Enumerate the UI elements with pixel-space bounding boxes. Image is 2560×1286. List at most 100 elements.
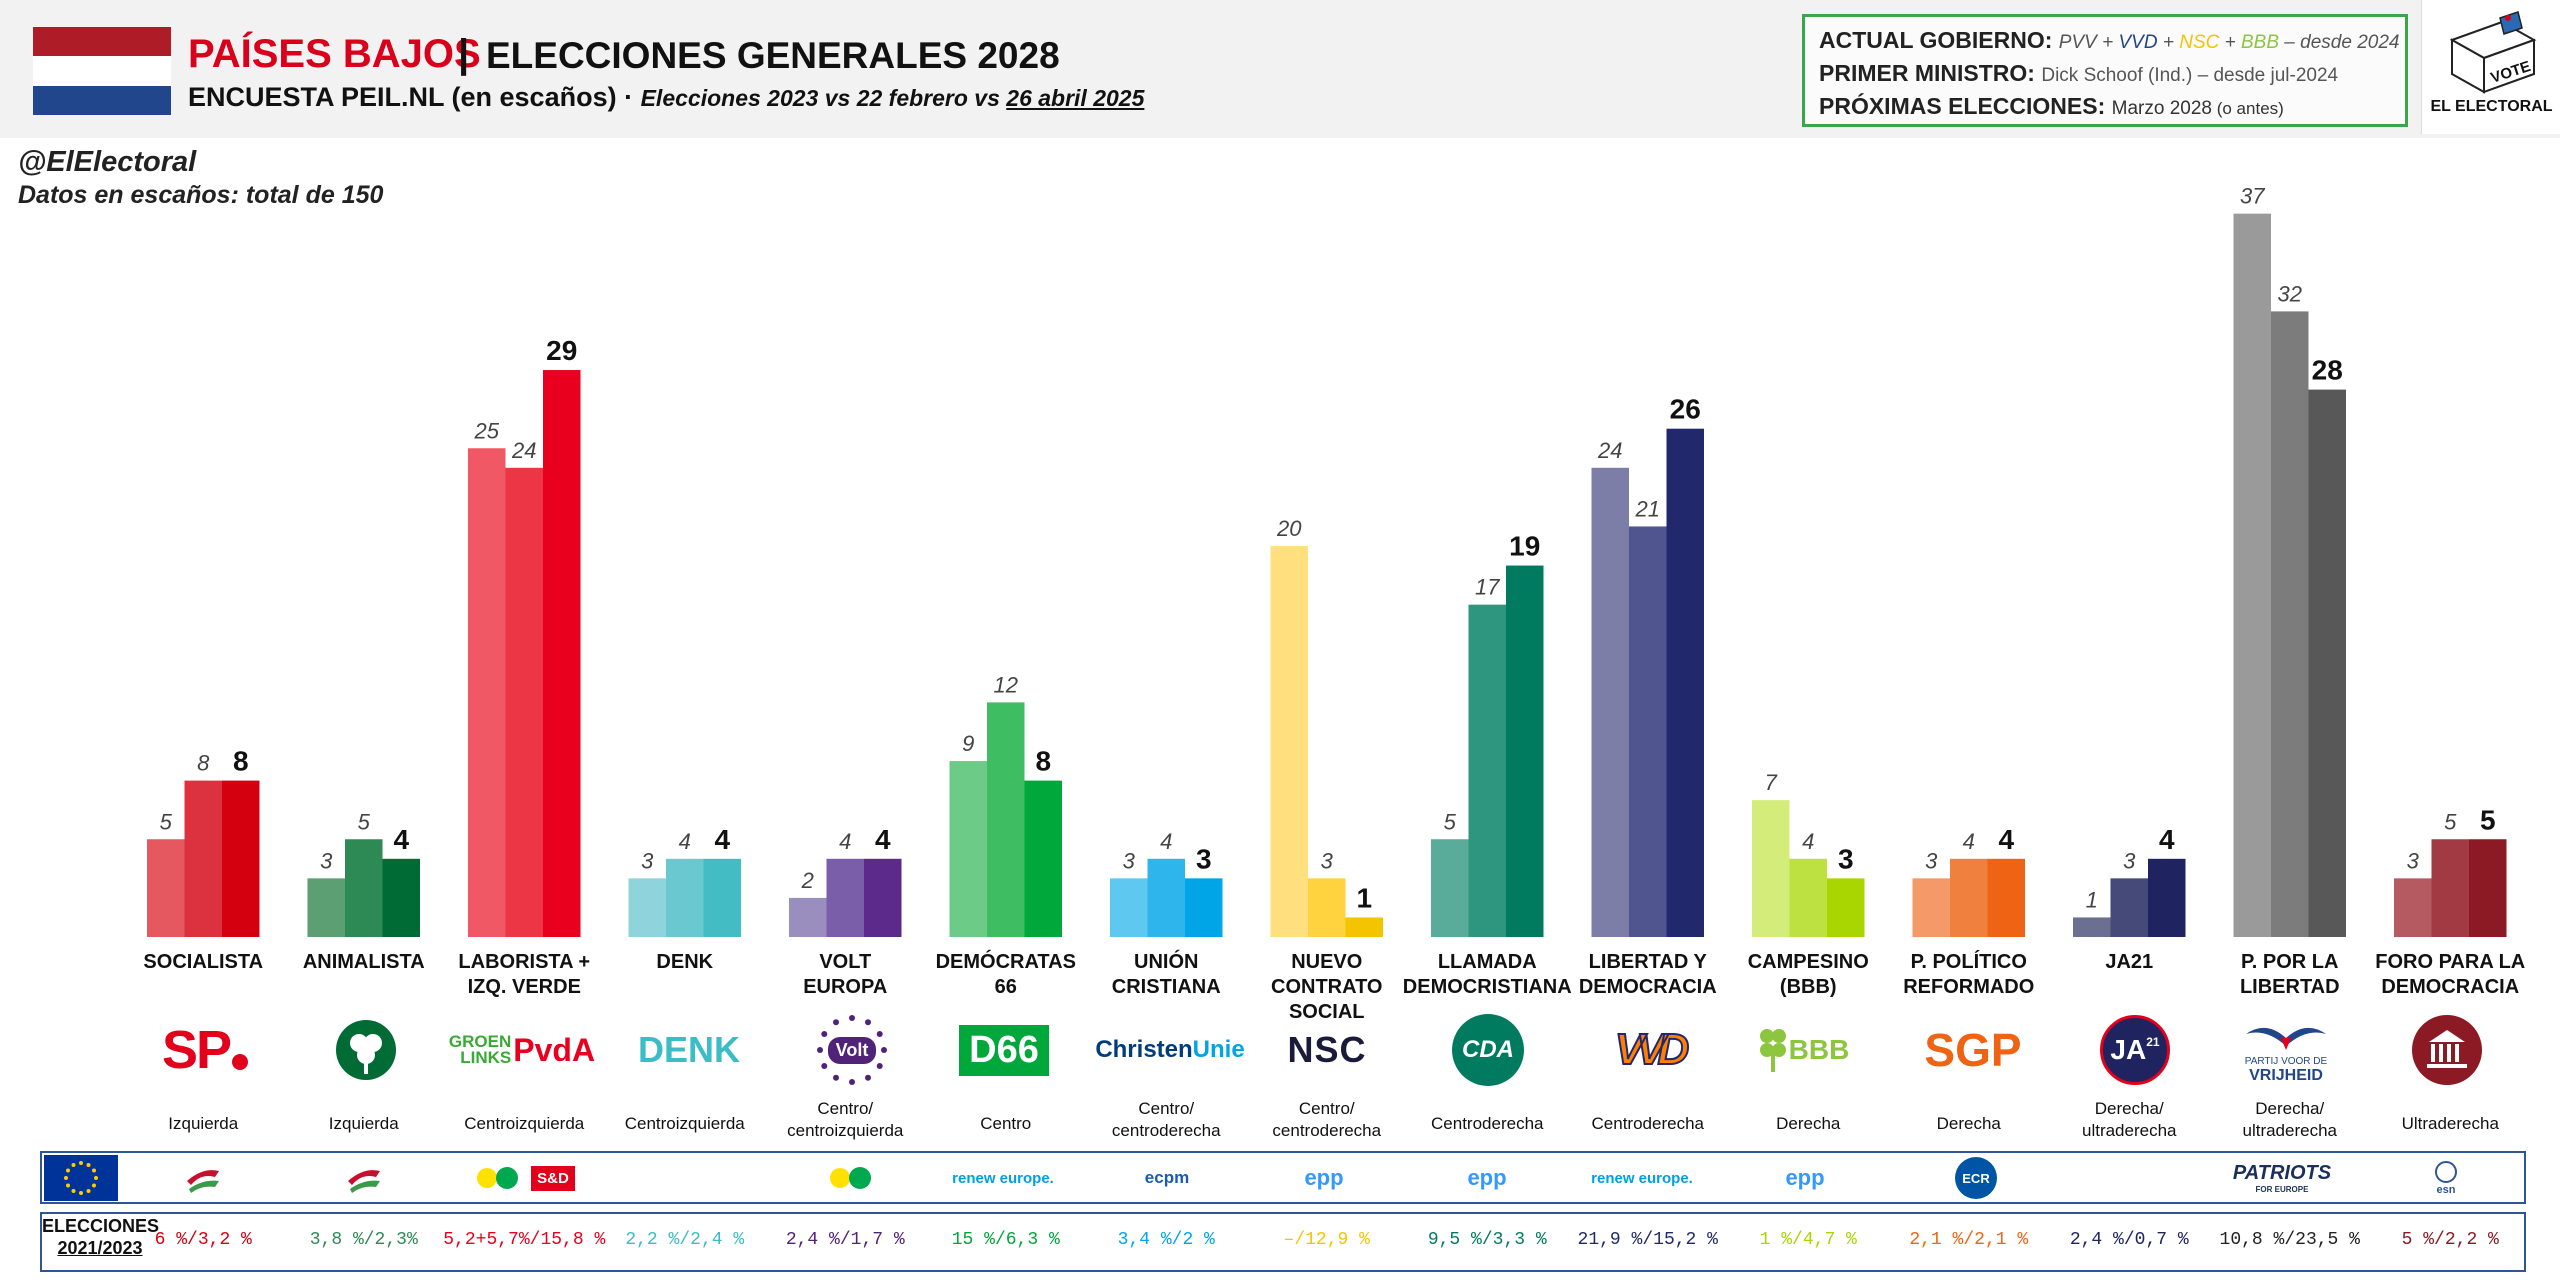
party-name-line: DEMÓCRATAS xyxy=(935,951,1076,973)
bar-value-label-9-1: 21 xyxy=(1635,496,1660,521)
nsc-text: NSC xyxy=(1287,1029,1367,1070)
pm-key: PRIMER MINISTRO: xyxy=(1819,60,2035,86)
bar-12-0 xyxy=(2073,917,2111,937)
bar-5-0 xyxy=(949,761,987,937)
previous-result-14: 5 %/2,2 % xyxy=(2401,1230,2499,1250)
next-row: PRÓXIMAS ELECCIONES: Marzo 2028 (o antes… xyxy=(1819,91,2391,124)
el-electoral-logo: VOTE EL ELECTORAL xyxy=(2421,0,2560,134)
d66-text: D66 xyxy=(959,1024,1049,1076)
party-name-0: SOCIALISTA xyxy=(118,950,288,975)
party-name-5: DEMÓCRATAS 66 xyxy=(921,950,1091,1000)
greens-group-icon xyxy=(782,1157,922,1199)
fvd-logo xyxy=(2372,1010,2522,1090)
bar-3-1 xyxy=(666,858,704,937)
party-name-line: CAMPESINO xyxy=(1747,951,1869,973)
renew-group-icon: renew europe. xyxy=(952,1169,1054,1187)
bar-value-label-2-0: 25 xyxy=(474,418,500,443)
netherlands-flag xyxy=(33,27,171,115)
bar-5-1 xyxy=(987,702,1025,937)
bar-12-2 xyxy=(2148,858,2186,937)
party-name-line: LIBERTAD Y xyxy=(1588,951,1707,973)
previous-result-1: 3,8 %/2,3% xyxy=(309,1230,418,1250)
groenlinks-text: GROEN LINKS xyxy=(448,1032,512,1066)
greens-sd-icon: S&D xyxy=(455,1157,595,1199)
bar-value-label-11-2: 4 xyxy=(1998,824,2014,855)
previous-result-11: 2,1 %/2,1 % xyxy=(1909,1230,2029,1250)
eu-stars xyxy=(64,1161,98,1195)
party-name-14: FORO PARA LA DEMOCRACIA xyxy=(2365,950,2535,1000)
party-name-7: NUEVO CONTRATO SOCIAL xyxy=(1242,950,1412,1025)
party-name-line: REFORMADO xyxy=(1903,976,2035,998)
denk-text: DENK xyxy=(637,1029,740,1070)
cda-logo: CDA xyxy=(1413,1010,1563,1090)
ja21-sup: 21 xyxy=(2146,1035,2160,1049)
previous-results-row xyxy=(40,1212,2526,1272)
bar-value-label-14-0: 3 xyxy=(2407,848,2420,873)
party-name-8: LLAMADA DEMOCRISTIANA xyxy=(1402,950,1572,1000)
ja21-text: JA xyxy=(2110,1034,2147,1065)
ideology-6: Centro/centroderecha xyxy=(1081,1098,1251,1142)
gl-pvda-logo: GROEN LINKS PvdA xyxy=(442,1010,602,1090)
next-key: PRÓXIMAS ELECCIONES: xyxy=(1819,93,2106,119)
party-name-line: LIBERTAD xyxy=(2239,976,2340,998)
gov-row: ACTUAL GOBIERNO: PVV + VVD + NSC + BBB –… xyxy=(1819,25,2399,58)
gov-party-3: + xyxy=(2157,32,2180,53)
gov-party-2: VVD xyxy=(2118,32,2158,53)
party-name-10: CAMPESINO (BBB) xyxy=(1723,950,1893,1000)
bar-value-label-10-2: 3 xyxy=(1838,843,1854,874)
subtitle-compare: Elecciones 2023 vs 22 febrero vs xyxy=(640,85,1007,111)
bar-0-1 xyxy=(184,780,222,937)
party-name-line: SOCIAL xyxy=(1288,1001,1365,1023)
pvda-text: PvdA xyxy=(513,1031,596,1068)
groenlinks-line1: GROEN xyxy=(448,1032,512,1051)
party-name-line: IZQ. VERDE xyxy=(467,976,581,998)
bar-10-2 xyxy=(1827,878,1865,937)
previous-result-3: 2,2 %/2,4 % xyxy=(625,1230,745,1250)
title-separator: | xyxy=(458,32,470,76)
bar-value-label-13-1: 32 xyxy=(2278,281,2302,306)
bar-value-label-1-2: 4 xyxy=(393,824,409,855)
ideology-line: centroderecha xyxy=(1111,1121,1221,1140)
bar-value-label-9-0: 24 xyxy=(1597,438,1622,463)
bar-value-label-7-0: 20 xyxy=(1276,516,1302,541)
party-name-line: DENK xyxy=(656,951,714,973)
party-name-line: P. POR LA xyxy=(2241,951,2339,973)
bar-0-2 xyxy=(222,780,260,937)
results-label-line2: 2021/2023 xyxy=(57,1238,143,1258)
ideology-line: Centro/ xyxy=(817,1099,874,1118)
bar-value-label-1-1: 5 xyxy=(358,809,371,834)
gov-party-4: NSC xyxy=(2179,32,2220,53)
ecr-group-icon: ECR xyxy=(1906,1157,2046,1199)
party-name-line: DEMOCRACIA xyxy=(1578,976,1717,998)
party-name-line: FORO PARA LA xyxy=(2375,951,2526,973)
party-name-line: CONTRATO xyxy=(1271,976,1383,998)
flag-stripe-blue xyxy=(33,85,171,115)
bar-11-1 xyxy=(1950,858,1988,937)
christenunie-logo: Christen Unie xyxy=(1090,1010,1250,1090)
bar-12-1 xyxy=(2110,878,2148,937)
party-name-line: VOLT xyxy=(819,951,872,973)
ideology-2: Centroizquierda xyxy=(439,1113,609,1135)
bar-value-label-4-0: 2 xyxy=(801,868,814,893)
bar-9-1 xyxy=(1629,526,1667,937)
ideology-13: Derecha/ultraderecha xyxy=(2205,1098,2375,1142)
ideology-0: Izquierda xyxy=(118,1113,288,1135)
bar-14-2 xyxy=(2469,839,2507,937)
ideology-14: Ultraderecha xyxy=(2365,1113,2535,1135)
ideology-line: Centro/ xyxy=(1298,1099,1355,1118)
gov-key: ACTUAL GOBIERNO: xyxy=(1819,27,2053,53)
ideology-9: Centroderecha xyxy=(1563,1113,1733,1135)
esn-group-icon: esn xyxy=(2376,1157,2516,1199)
party-name-line: SOCIALISTA xyxy=(143,951,264,973)
patriots-group-icon: PATRIOTS FOR EUROPE xyxy=(2212,1157,2352,1199)
previous-result-13: 10,8 %/23,5 % xyxy=(2219,1230,2360,1250)
party-name-line: LLAMADA xyxy=(1437,951,1537,973)
flag-stripe-white xyxy=(33,56,171,86)
bar-value-label-7-2: 1 xyxy=(1356,882,1372,913)
sp-logo: SP xyxy=(130,1010,280,1090)
ideology-5: Centro xyxy=(921,1113,1091,1135)
bar-13-2 xyxy=(2308,389,2346,938)
patriots-label: PATRIOTS xyxy=(2232,1162,2332,1184)
party-name-9: LIBERTAD Y DEMOCRACIA xyxy=(1563,950,1733,1000)
